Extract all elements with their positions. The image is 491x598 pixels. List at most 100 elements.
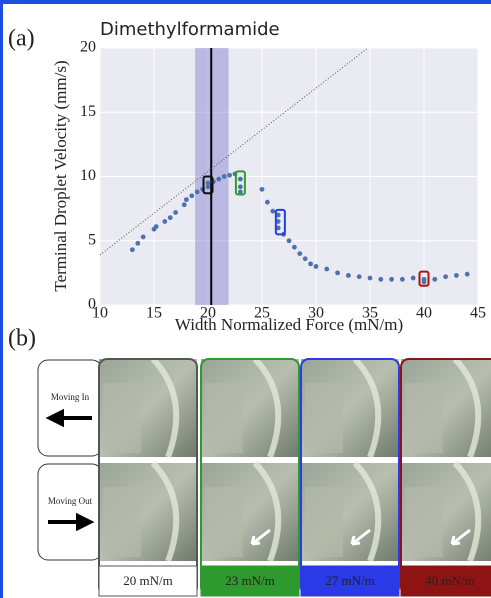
data-point [324,266,330,272]
data-point [205,180,211,186]
y-tick-label: 10 [80,167,96,184]
reference-line [99,47,369,256]
left-border [0,0,3,598]
data-point [189,193,195,199]
highlight-box [202,175,214,195]
y-tick-label: 5 [88,231,96,248]
top-border [0,0,491,4]
data-point [367,275,373,281]
data-point [130,247,135,253]
x-tick-label: 25 [254,305,270,322]
highlight-box [234,170,246,196]
data-point [259,186,265,192]
data-point [464,271,470,277]
data-point [238,184,243,190]
photo-detail [252,460,282,563]
data-point [221,174,227,179]
data-point [194,189,200,195]
data-point [443,274,448,280]
x-tick-label: 15 [146,305,162,322]
row-label: Moving In [51,392,90,402]
photo-detail [305,383,343,453]
photo-detail [103,487,141,557]
data-point [421,279,427,285]
column-label: 40 mN/m [425,573,474,588]
photo-detail [452,460,482,563]
x-tick-label: 10 [92,305,108,322]
photo-detail [405,383,443,453]
data-point [292,244,297,250]
data-point [378,276,384,282]
data-point [400,276,405,282]
column-label-box [98,565,198,597]
panel-label: (b) [8,326,36,352]
photo-detail [352,460,382,563]
data-point [205,184,211,190]
data-point [275,212,281,218]
column-label: 27 mN/m [325,573,374,588]
column-label-box [200,565,300,597]
column-label: 23 mN/m [225,573,274,588]
y-tick-label: 15 [80,103,96,120]
data-point [270,208,276,214]
data-point [308,261,313,267]
x-tick-label: 20 [200,305,216,322]
column-label: 20 mN/m [123,573,172,588]
y-tick-label: 20 [80,39,96,56]
pointer-arrow [250,528,271,546]
x-axis-label: Width Normalized Force (mN/m) [175,315,403,334]
data-point [184,197,189,203]
data-point [265,199,270,205]
data-point [227,172,233,178]
data-point [162,219,168,224]
direction-box [37,463,103,561]
data-point [216,176,222,182]
data-point [454,273,459,278]
photo-detail [252,356,282,459]
data-point [346,273,351,278]
data-point [167,215,173,221]
data-point [286,238,292,244]
data-point [181,202,187,208]
photo-detail [405,487,443,557]
photo-detail [305,487,343,557]
photo-detail [352,356,382,459]
data-point [275,225,281,231]
y-axis-label: Terminal Droplet Velocity (mm/s) [51,60,70,291]
data-point [238,176,243,182]
panel-label: (a) [8,26,35,52]
data-point [335,270,340,276]
column-label-box [400,565,491,597]
data-point [275,219,281,224]
pointer-arrow [350,528,371,546]
photo-detail [150,460,180,563]
data-point [313,264,319,269]
x-tick-label: 45 [470,305,486,322]
x-tick-label: 35 [362,305,378,322]
column-label-box [300,565,400,597]
highlight-box [418,270,430,287]
photo-detail [103,383,141,453]
photo-detail [452,356,482,459]
photo-detail [150,356,180,459]
direction-box [37,359,103,457]
data-point [173,210,179,215]
data-point [432,276,438,282]
row-label: Moving Out [48,496,93,506]
data-point [238,189,243,195]
photo-detail [205,383,243,453]
pointer-arrow [450,528,471,546]
data-point [135,240,141,246]
data-point [410,275,416,281]
arrow [48,512,95,532]
arrow [45,408,92,428]
data-point [297,251,303,256]
data-point [302,256,308,262]
y-tick-label: 0 [88,296,96,313]
data-point [389,276,394,282]
x-tick-label: 30 [308,305,324,322]
data-point [153,224,159,230]
chart-title: Dimethylformamide [100,19,280,40]
